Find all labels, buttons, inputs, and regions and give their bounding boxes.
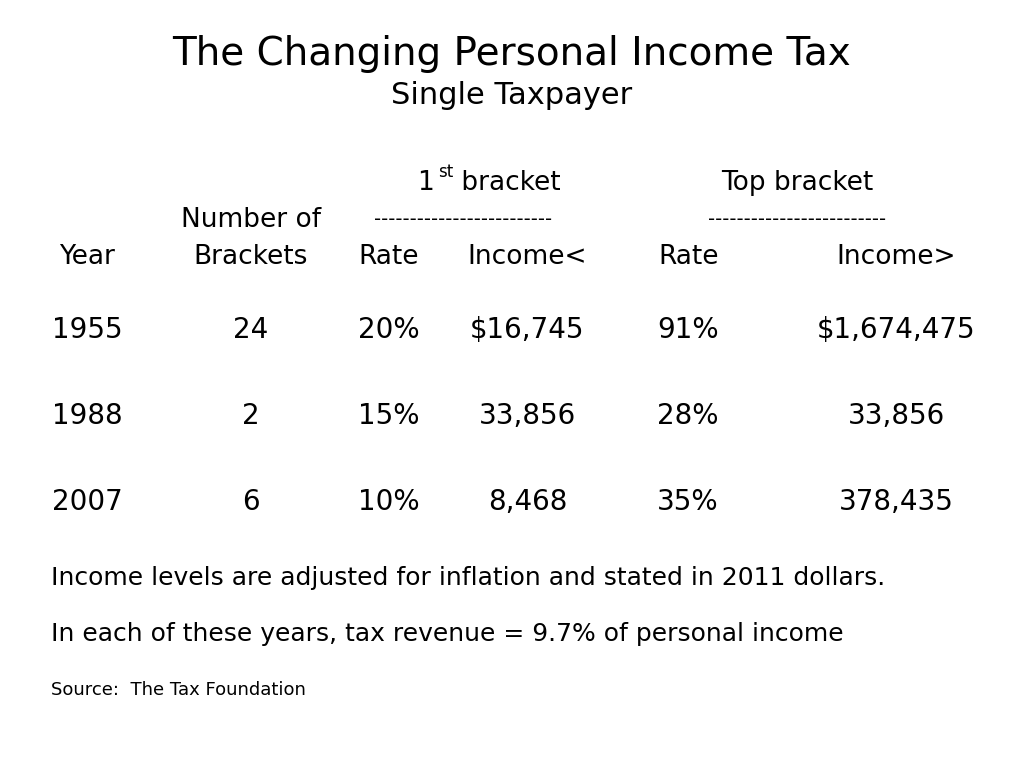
Text: In each of these years, tax revenue = 9.7% of personal income: In each of these years, tax revenue = 9.… [51,621,844,646]
Text: 1988: 1988 [52,402,122,430]
Text: -------------------------: ------------------------- [709,210,886,229]
Text: 2007: 2007 [51,488,123,515]
Text: bracket: bracket [453,170,561,196]
Text: Top bracket: Top bracket [721,170,873,196]
Text: 15%: 15% [358,402,420,430]
Text: Income<: Income< [468,243,587,270]
Text: 1955: 1955 [52,316,122,344]
Text: Rate: Rate [657,243,719,270]
Text: 2: 2 [242,402,260,430]
Text: Income>: Income> [837,243,955,270]
Text: 91%: 91% [657,316,719,344]
Text: 1: 1 [418,170,434,196]
Text: $1,674,475: $1,674,475 [817,316,975,344]
Text: $16,745: $16,745 [470,316,585,344]
Text: st: st [438,163,453,181]
Text: 33,856: 33,856 [848,402,944,430]
Text: Source:  The Tax Foundation: Source: The Tax Foundation [51,680,306,699]
Text: 28%: 28% [657,402,719,430]
Text: Single Taxpayer: Single Taxpayer [391,81,633,110]
Text: 6: 6 [242,488,260,515]
Text: Brackets: Brackets [194,243,308,270]
Text: Year: Year [59,243,115,270]
Text: 8,468: 8,468 [487,488,567,515]
Text: -------------------------: ------------------------- [375,210,552,229]
Text: 378,435: 378,435 [839,488,953,515]
Text: Income levels are adjusted for inflation and stated in 2011 dollars.: Income levels are adjusted for inflation… [51,565,886,590]
Text: 35%: 35% [657,488,719,515]
Text: 24: 24 [233,316,268,344]
Text: 33,856: 33,856 [479,402,575,430]
Text: Rate: Rate [358,243,420,270]
Text: Number of: Number of [181,207,321,233]
Text: 20%: 20% [358,316,420,344]
Text: The Changing Personal Income Tax: The Changing Personal Income Tax [173,35,851,72]
Text: 10%: 10% [358,488,420,515]
